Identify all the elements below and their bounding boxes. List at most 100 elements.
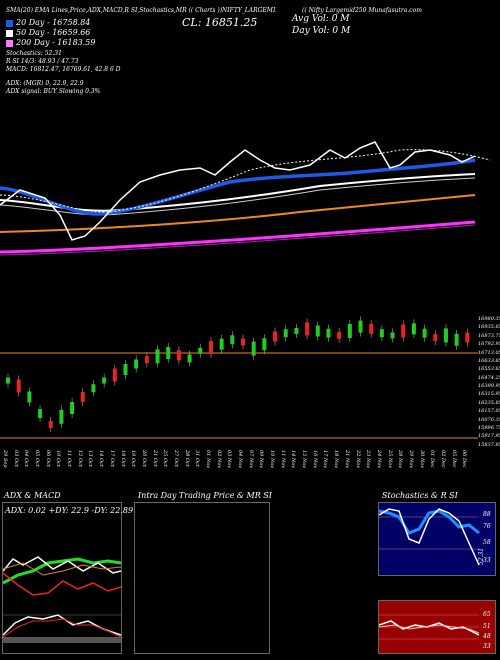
date-axis-label: 17 Nov [322, 450, 329, 469]
date-axis-label: 11 Oct [66, 450, 73, 467]
sma20-line [0, 158, 476, 216]
candle-up [155, 349, 160, 364]
legend-sma20-label: 20 Day - 16758.84 [16, 18, 91, 27]
candle-up [294, 328, 299, 334]
candle-up [326, 328, 331, 338]
stoch-level-58: 58 [483, 539, 491, 546]
date-axis-label: 10 Nov [269, 450, 276, 469]
price-axis-label: 16873.75 [478, 332, 500, 339]
stoch-level-76: 76 [483, 523, 491, 530]
legend-sma200-label: 200 Day - 16183.59 [16, 38, 96, 47]
date-axis-label: 29 Sep [2, 450, 8, 468]
candle-up [91, 384, 96, 393]
adx-readout: ADX: (MGR) 0, 22.9, 22.9 [6, 80, 84, 87]
stochastics-chart [379, 508, 480, 566]
date-axis-label: 20 Oct [140, 450, 147, 467]
candle-up [27, 391, 32, 403]
date-axis-label: 02 Nov [215, 450, 222, 469]
price-axis-label: 15996.75 [478, 424, 500, 431]
stochastics-title: Stochastics & R SI [382, 491, 458, 500]
price-axis-label: 16633.85 [478, 357, 500, 364]
date-axis-label: 28 Oct [183, 450, 190, 467]
price-axis-label: 15837.85 [478, 441, 500, 448]
adx-white-line [3, 556, 121, 574]
date-axis-label: 16 Nov [311, 450, 318, 469]
candle-down [241, 338, 245, 346]
candle-up [219, 338, 224, 350]
price-axis: 16980.35 16935.65 16873.75 16792.95 16713.05… [478, 316, 500, 450]
candle-down [208, 341, 213, 354]
candle-down [369, 323, 374, 334]
sma200-shadow [0, 224, 476, 256]
candle-up [283, 329, 288, 338]
stochastic-readout: Stochastics: 52.31 [6, 50, 62, 57]
candle-down [433, 334, 438, 342]
candle-down [465, 332, 470, 343]
sma200-line [0, 220, 476, 254]
candle-up [315, 325, 320, 337]
date-axis-label: 24 Nov [375, 450, 382, 469]
candle-down [112, 368, 117, 382]
date-axis-label: 02 Dec [439, 450, 446, 468]
candle-up [166, 347, 171, 359]
rsi-level-33: 33 [483, 643, 491, 650]
price-axis-label: 16157.05 [478, 408, 500, 415]
rsi-chart [379, 614, 480, 640]
date-axis-label: 06 Dec [461, 450, 468, 468]
date-axis-label: 25 Nov [386, 450, 393, 469]
rsi-level-65: 65 [483, 611, 491, 618]
price-axis-label: 16076.35 [478, 416, 500, 423]
date-axis-label: 14 Nov [290, 450, 297, 469]
date-axis-label: 11 Nov [279, 450, 286, 469]
date-axis-label: 21 Nov [343, 450, 350, 469]
candle-down [337, 331, 342, 339]
price-axis-label: 15917.95 [478, 433, 500, 440]
candle-up [390, 332, 395, 339]
date-axis-label: 10 Oct [55, 450, 62, 467]
legend-swatch-white [6, 29, 13, 37]
price-axis-label: 16315.95 [478, 391, 500, 398]
price-axis-label: 16399.95 [478, 383, 500, 389]
close-price: CL: 16851.25 [182, 16, 258, 29]
legend-swatch-pink [6, 39, 13, 47]
price-axis-label: 16235.85 [478, 399, 500, 406]
macd-red-line [3, 618, 121, 638]
date-axis-label: 23 Nov [365, 450, 372, 469]
date-axis-label: 27 Oct [172, 450, 179, 467]
candle-up [347, 324, 352, 338]
stoch-white-line [379, 508, 480, 566]
candle-up [411, 323, 416, 335]
date-axis-label: 30 Nov [418, 450, 425, 469]
adx-macd-panel: ADX: 0.02 +DY: 22.9 -DY: 22.89 [2, 502, 133, 654]
date-axis-label: 15 Nov [301, 450, 308, 469]
date-axis-label: 04 Nov [237, 450, 243, 469]
adx-green-line [3, 557, 121, 585]
adx-orange-line [3, 562, 121, 576]
adx-red-line [3, 572, 121, 596]
candle-down [144, 356, 149, 364]
candle-up [38, 409, 43, 418]
adx-signal: ADX signal: BUY Slowing 0.3% [6, 88, 101, 95]
rsi-pink-line [379, 624, 480, 634]
date-axis-label: 17 Oct [108, 450, 115, 467]
candle-down [273, 331, 278, 342]
legend-sma200: 200 Day - 16183.59 [6, 38, 95, 47]
candle-up [379, 329, 384, 338]
price-axis-label: 16980.35 [478, 316, 500, 322]
macd-histogram [3, 637, 121, 643]
candle-down [16, 379, 21, 393]
date-axis-label: 29 Nov [407, 450, 414, 469]
date-axis-label: 21 Oct [151, 450, 158, 467]
avg-volume: Avg Vol: 0 M [292, 14, 350, 24]
price-axis-label: 16713.05 [478, 349, 500, 356]
date-axis-label: 01 Dec [429, 450, 436, 468]
date-axis-label: 25 Oct [162, 450, 169, 467]
date-axis-label: 12 Oct [76, 450, 83, 467]
moving-average-chart [0, 141, 491, 256]
date-axis-label: 18 Nov [333, 450, 340, 469]
header-site: (( Nifty Largemid250 Munafasutra.com [302, 7, 422, 14]
candle-up [102, 377, 107, 384]
date-axis-label: 09 Nov [258, 450, 265, 469]
candle-up [358, 320, 363, 333]
stoch-blue-line [379, 509, 480, 535]
